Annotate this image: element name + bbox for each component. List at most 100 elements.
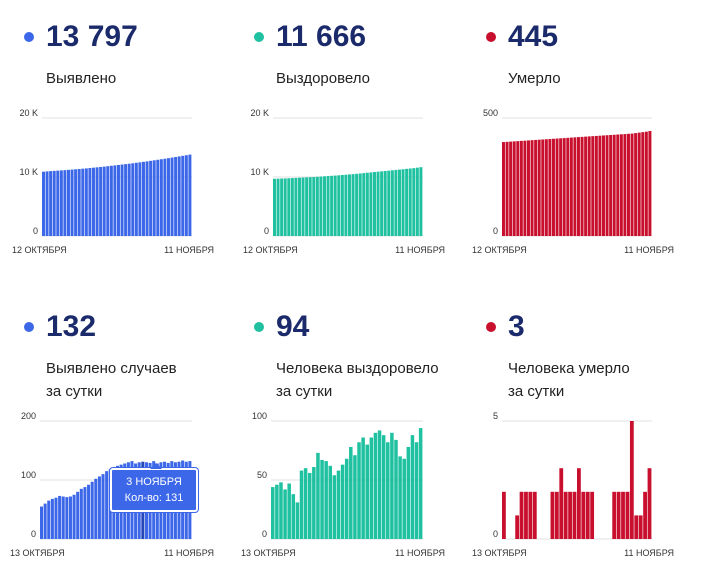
bar[interactable]	[68, 496, 72, 539]
bar[interactable]	[414, 442, 419, 539]
bar[interactable]	[625, 491, 630, 539]
bar[interactable]	[174, 157, 178, 236]
bar[interactable]	[52, 170, 56, 236]
bar[interactable]	[87, 484, 91, 539]
bar[interactable]	[355, 173, 359, 236]
bar[interactable]	[394, 169, 398, 236]
bar[interactable]	[301, 177, 305, 236]
bar[interactable]	[537, 139, 541, 236]
bar[interactable]	[291, 494, 296, 539]
bar[interactable]	[502, 142, 505, 236]
bar[interactable]	[594, 135, 598, 236]
bar[interactable]	[383, 170, 387, 236]
bar[interactable]	[647, 468, 652, 539]
bar[interactable]	[415, 167, 419, 236]
bar[interactable]	[519, 140, 523, 236]
bar[interactable]	[40, 506, 44, 539]
bar[interactable]	[568, 491, 572, 539]
bar[interactable]	[605, 135, 609, 236]
bar[interactable]	[276, 178, 280, 236]
bar[interactable]	[156, 159, 160, 236]
bar[interactable]	[373, 172, 376, 236]
bar[interactable]	[527, 140, 530, 236]
bar[interactable]	[77, 168, 81, 236]
bar[interactable]	[131, 163, 135, 236]
bar[interactable]	[330, 175, 334, 236]
bar[interactable]	[124, 164, 128, 236]
bar[interactable]	[323, 176, 326, 236]
bar[interactable]	[408, 168, 412, 237]
bar[interactable]	[109, 165, 113, 236]
bar[interactable]	[113, 165, 117, 236]
bar[interactable]	[612, 491, 617, 539]
bar[interactable]	[528, 491, 533, 539]
bar[interactable]	[337, 175, 341, 236]
bar[interactable]	[120, 164, 124, 236]
bar[interactable]	[303, 468, 308, 539]
bar[interactable]	[88, 168, 92, 236]
bar[interactable]	[97, 476, 101, 539]
bar[interactable]	[410, 435, 415, 539]
bar[interactable]	[627, 133, 630, 236]
bar[interactable]	[602, 135, 605, 236]
bar[interactable]	[324, 461, 328, 539]
bar[interactable]	[305, 177, 309, 236]
bar[interactable]	[509, 141, 513, 236]
bar[interactable]	[552, 138, 555, 236]
bar[interactable]	[398, 169, 401, 236]
bar[interactable]	[290, 178, 294, 236]
bar[interactable]	[84, 168, 88, 236]
bar[interactable]	[90, 481, 94, 539]
bar[interactable]	[405, 168, 409, 236]
bar[interactable]	[572, 491, 577, 539]
bar[interactable]	[566, 137, 570, 236]
bar[interactable]	[188, 154, 192, 236]
bar[interactable]	[369, 437, 374, 539]
bar[interactable]	[320, 459, 324, 539]
bar[interactable]	[390, 432, 394, 539]
bar[interactable]	[95, 167, 99, 236]
bar[interactable]	[280, 178, 284, 236]
bar[interactable]	[348, 174, 351, 236]
bar[interactable]	[336, 470, 341, 539]
bar[interactable]	[584, 136, 588, 236]
bar[interactable]	[307, 472, 312, 539]
bar[interactable]	[351, 174, 355, 236]
bar[interactable]	[79, 488, 83, 539]
bar[interactable]	[563, 491, 568, 539]
bar[interactable]	[398, 456, 402, 539]
bar[interactable]	[127, 163, 131, 236]
bar[interactable]	[394, 439, 398, 539]
bar[interactable]	[70, 169, 74, 236]
bar[interactable]	[170, 157, 174, 236]
bar[interactable]	[105, 471, 109, 539]
bar[interactable]	[516, 141, 520, 236]
bar[interactable]	[152, 160, 156, 236]
bar[interactable]	[361, 437, 365, 539]
bar[interactable]	[65, 497, 69, 539]
bar[interactable]	[43, 503, 47, 539]
bar[interactable]	[283, 489, 287, 539]
bar[interactable]	[619, 134, 623, 236]
bar[interactable]	[590, 491, 595, 539]
bar[interactable]	[519, 491, 524, 539]
bar[interactable]	[117, 164, 120, 236]
bar[interactable]	[45, 171, 49, 236]
bar[interactable]	[373, 432, 378, 539]
bar[interactable]	[76, 491, 80, 539]
bar[interactable]	[94, 478, 98, 539]
bar[interactable]	[581, 491, 586, 539]
bar[interactable]	[298, 177, 301, 236]
bar[interactable]	[145, 161, 149, 236]
bar[interactable]	[643, 491, 647, 539]
bar[interactable]	[562, 138, 566, 236]
bar[interactable]	[106, 166, 110, 236]
bar[interactable]	[612, 134, 616, 236]
bar[interactable]	[616, 134, 620, 236]
bar[interactable]	[283, 178, 287, 236]
bar[interactable]	[149, 160, 153, 236]
bar[interactable]	[418, 428, 423, 539]
bar[interactable]	[271, 487, 275, 539]
bar[interactable]	[163, 158, 167, 236]
bar[interactable]	[184, 155, 188, 236]
